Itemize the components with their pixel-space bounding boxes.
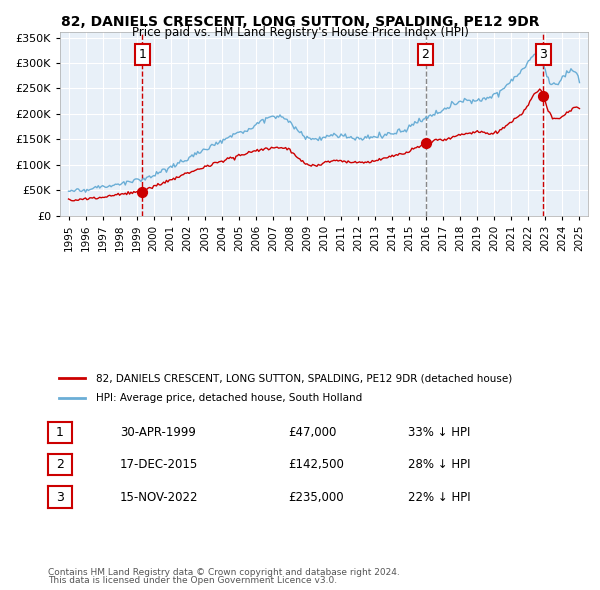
Text: £235,000: £235,000: [288, 490, 344, 504]
Text: 3: 3: [539, 48, 547, 61]
Text: 30-APR-1999: 30-APR-1999: [120, 425, 196, 439]
Text: 22% ↓ HPI: 22% ↓ HPI: [408, 490, 470, 504]
Text: 3: 3: [56, 490, 64, 504]
Text: 2: 2: [422, 48, 430, 61]
Text: Contains HM Land Registry data © Crown copyright and database right 2024.: Contains HM Land Registry data © Crown c…: [48, 568, 400, 577]
Text: £47,000: £47,000: [288, 425, 337, 439]
Text: 1: 1: [139, 48, 146, 61]
Text: 1: 1: [56, 425, 64, 439]
Text: HPI: Average price, detached house, South Holland: HPI: Average price, detached house, Sout…: [95, 393, 362, 402]
Text: £142,500: £142,500: [288, 458, 344, 471]
Text: This data is licensed under the Open Government Licence v3.0.: This data is licensed under the Open Gov…: [48, 576, 337, 585]
Point: [137, 187, 147, 196]
Text: 17-DEC-2015: 17-DEC-2015: [120, 458, 198, 471]
Point: [539, 91, 548, 101]
Point: [421, 139, 430, 148]
Text: 82, DANIELS CRESCENT, LONG SUTTON, SPALDING, PE12 9DR (detached house): 82, DANIELS CRESCENT, LONG SUTTON, SPALD…: [95, 373, 512, 383]
Text: 2: 2: [56, 458, 64, 471]
Text: 33% ↓ HPI: 33% ↓ HPI: [408, 425, 470, 439]
Text: Price paid vs. HM Land Registry's House Price Index (HPI): Price paid vs. HM Land Registry's House …: [131, 26, 469, 39]
Text: 28% ↓ HPI: 28% ↓ HPI: [408, 458, 470, 471]
Text: 15-NOV-2022: 15-NOV-2022: [120, 490, 199, 504]
Text: 82, DANIELS CRESCENT, LONG SUTTON, SPALDING, PE12 9DR: 82, DANIELS CRESCENT, LONG SUTTON, SPALD…: [61, 15, 539, 29]
